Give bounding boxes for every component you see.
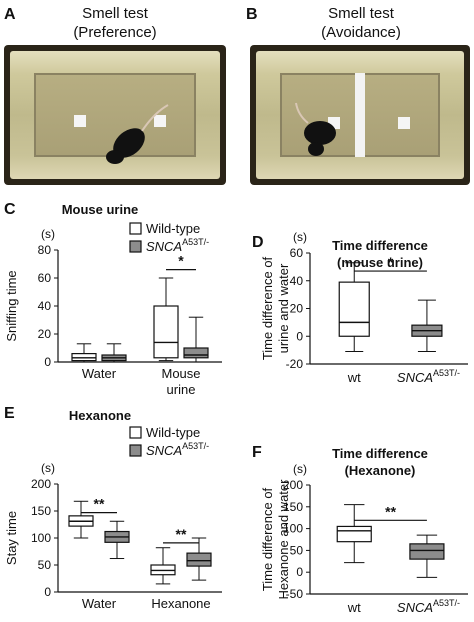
box-panel-e-snca-1-rect [186,552,212,567]
photo-title-b-line1: Smell test [328,5,394,22]
panel-c-x-tick-label: Mouse [161,366,200,381]
panel-c-letter: C [4,201,16,218]
photo-preference-cage [4,45,226,185]
panel-c-y-tick-label: 40 [38,299,52,313]
panel-f-y-tick-label: 150 [283,500,303,514]
panel-f-title: Time difference [332,446,428,461]
panel-e-legend-label-snca: SNCAA53T/- [146,441,209,458]
photo-title-a-line2: (Preference) [73,24,157,41]
panel-c-y-axis-label: Sniffing time [4,270,19,341]
panel-f-y-axis-label-line1: Time difference of [260,487,275,591]
panel-e-x-tick-label: Hexanone [151,596,210,611]
panel-d-y-tick-label: -20 [286,357,304,371]
box-panel-c-wildtype-1-rect [153,305,179,359]
panel-f-y-tick-label: 0 [296,565,303,579]
panel-c-y-tick-label: 20 [38,327,52,341]
panel-d-y-tick-label: 60 [290,246,304,260]
panel-f-y-tick-label: 100 [283,522,303,536]
panel-c-legend-label-wildtype: Wild-type [146,221,200,236]
odor-pad-left [74,115,86,127]
box-panel-f-snca-rect [409,543,445,560]
panel-c-unit-label: (s) [41,227,55,241]
panel-letter-b: B [246,6,258,23]
panel-d-y-tick-label: 20 [290,302,304,316]
panel-e-title: Hexanone [69,408,131,423]
panel-e-unit-label: (s) [41,461,55,475]
panel-c-x-tick-label: urine [167,382,196,397]
panel-d-significance-label: * [388,254,394,270]
panel-e-y-tick-label: 150 [31,504,51,518]
panel-e-y-tick-label: 50 [38,558,52,572]
panel-c-y-tick-label: 60 [38,271,52,285]
panel-e-y-tick-label: 0 [44,585,51,599]
panel-e-significance-label: ** [94,496,105,512]
panel-letter-a: A [4,6,16,23]
panel-f-letter: F [252,444,262,461]
panel-d-y-tick-label: 40 [290,274,304,288]
panel-f-y-axis-label-line2: Hexanone and water [276,479,291,600]
odor-pad-right [154,115,166,127]
box-panel-d-wt-rect [338,281,370,337]
panel-c-y-tick-label: 0 [44,355,51,369]
panel-c-x-tick-label: Water [82,366,117,381]
panel-e-y-tick-label: 100 [31,531,51,545]
panel-e-legend-swatch-snca [129,444,142,457]
panel-f-y-tick-label: -50 [286,587,304,601]
panel-d-y-tick-label: 0 [296,329,303,343]
panel-e-significance-label: ** [176,526,187,542]
panel-e-letter: E [4,405,15,422]
panel-d-y-axis-label-line1: Time difference of [260,256,275,360]
panel-d-title: Time difference [332,238,428,253]
panel-d-x-tick-label-wt: wt [347,370,361,385]
panel-c-legend-swatch-snca [129,240,142,253]
panel-f-significance-label: ** [385,503,396,519]
panel-d-subtitle: (mouse urine) [337,255,423,270]
mouse-silhouette [106,104,169,164]
panel-e-legend-label-wildtype: Wild-type [146,425,200,440]
photo-title-a-line1: Smell test [82,5,148,22]
panel-c-title: Mouse urine [62,202,139,217]
photo-title-b-line2: (Avoidance) [321,24,401,41]
panel-e-legend-swatch-wildtype [129,426,142,439]
divider-strip [355,73,365,157]
photo-avoidance-cage [250,45,470,185]
panel-e-y-tick-label: 200 [31,477,51,491]
box-panel-f-wt-rect [336,525,372,543]
panel-c-legend-label-snca: SNCAA53T/- [146,237,209,254]
panel-f-subtitle: (Hexanone) [345,463,416,478]
mouse-silhouette [295,102,336,156]
panel-f-x-tick-label-snca: SNCAA53T/- [397,598,460,615]
panel-d-unit-label: (s) [293,230,307,244]
panel-f-y-tick-label: 50 [290,543,304,557]
panel-c-legend-swatch-wildtype [129,222,142,235]
panel-f-y-tick-label: 200 [283,478,303,492]
box-panel-c-snca-1-rect [183,347,209,359]
photo-title-b: Smell test (Avoidance) [286,4,436,42]
panel-c-y-tick-label: 80 [38,243,52,257]
panel-e-x-tick-label: Water [82,596,117,611]
panel-f-unit-label: (s) [293,462,307,476]
panel-f-x-tick-label-wt: wt [347,600,361,615]
panel-e-y-axis-label: Stay time [4,511,19,565]
panel-d-y-axis-label-line2: urine and water [276,263,291,353]
panel-d-x-tick-label-snca: SNCAA53T/- [397,368,460,385]
panel-c-significance-label: * [178,253,184,269]
odor-pad-right [398,117,410,129]
panel-d-letter: D [252,234,264,251]
photo-title-a: Smell test (Preference) [40,4,190,42]
